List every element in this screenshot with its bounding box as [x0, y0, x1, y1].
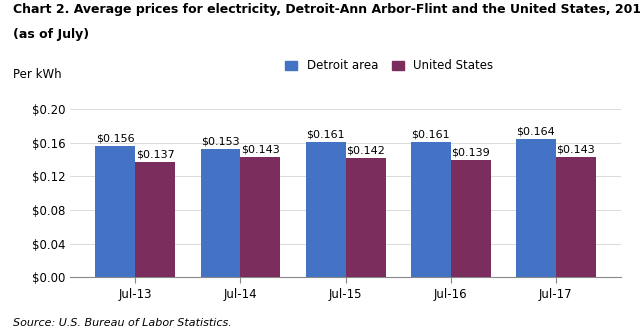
Text: Chart 2. Average prices for electricity, Detroit-Ann Arbor-Flint and the United : Chart 2. Average prices for electricity,…	[13, 3, 640, 16]
Text: (as of July): (as of July)	[13, 28, 89, 41]
Bar	[516, 140, 556, 277]
Bar	[556, 157, 596, 277]
Text: $0.156: $0.156	[96, 134, 134, 144]
Text: $0.164: $0.164	[516, 127, 556, 137]
Text: $0.161: $0.161	[307, 129, 345, 140]
Bar	[346, 158, 385, 277]
Text: Source: U.S. Bureau of Labor Statistics.: Source: U.S. Bureau of Labor Statistics.	[13, 318, 232, 328]
Bar	[241, 157, 280, 277]
Bar	[306, 142, 346, 277]
Text: $0.143: $0.143	[241, 145, 280, 154]
Text: $0.161: $0.161	[412, 129, 450, 140]
Text: $0.137: $0.137	[136, 149, 175, 160]
Text: $0.143: $0.143	[556, 145, 595, 154]
Bar	[95, 146, 136, 277]
Legend: Detroit area, United States: Detroit area, United States	[285, 59, 493, 73]
Text: Per kWh: Per kWh	[13, 68, 61, 81]
Text: $0.153: $0.153	[201, 136, 240, 146]
Bar	[451, 160, 491, 277]
Bar	[136, 162, 175, 277]
Bar	[200, 149, 241, 277]
Bar	[411, 142, 451, 277]
Text: $0.139: $0.139	[451, 148, 490, 158]
Text: $0.142: $0.142	[346, 146, 385, 155]
